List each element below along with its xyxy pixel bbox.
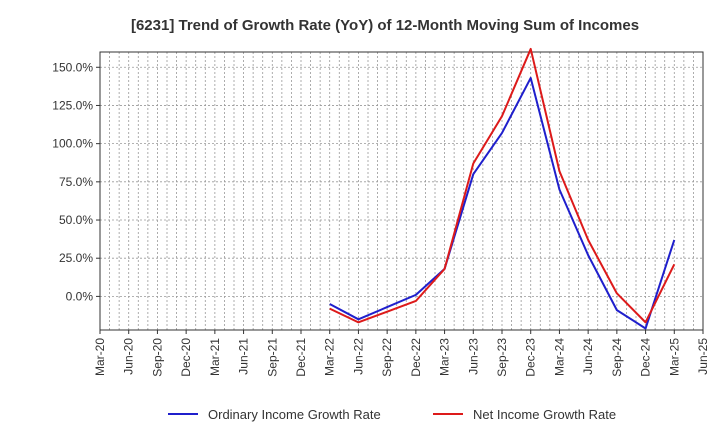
x-tick-label: Jun-24 [581,338,595,375]
x-tick-label: Mar-24 [552,338,566,376]
x-tick-label: Mar-21 [208,338,222,376]
x-tick-label: Mar-20 [93,338,107,376]
x-tick-label: Sep-23 [495,338,509,377]
x-tick-label: Dec-21 [294,338,308,377]
x-tick-label: Sep-22 [380,338,394,377]
x-tick-label: Dec-20 [179,338,193,377]
y-tick-label: 125.0% [52,98,93,112]
x-tick-label: Jun-21 [237,338,251,375]
y-tick-label: 25.0% [59,251,93,265]
x-tick-label: Dec-23 [524,338,538,377]
chart-title: [6231] Trend of Growth Rate (YoY) of 12-… [131,17,639,34]
x-tick-label: Sep-21 [265,338,279,377]
legend: Ordinary Income Growth Rate Net Income Gr… [168,407,616,422]
x-tick-label: Jun-23 [466,338,480,375]
x-tick-label: Jun-25 [696,338,710,375]
x-tick-label: Mar-22 [323,338,337,376]
x-tick-label: Jun-22 [351,338,365,375]
y-tick-label: 150.0% [52,60,93,74]
y-tick-label: 50.0% [59,213,93,227]
legend-label-net-income: Net Income Growth Rate [473,407,616,422]
x-tick-label: Dec-24 [639,338,653,377]
x-tick-label: Sep-20 [150,338,164,377]
x-tick-label: Jun-20 [122,338,136,375]
y-tick-label: 0.0% [66,289,94,303]
plot-area [99,51,704,331]
y-tick-label: 75.0% [59,175,93,189]
y-tick-label: 100.0% [52,137,93,151]
x-tick-label: Sep-24 [610,338,624,377]
y-axis: 0.0% 25.0% 50.0% 75.0% 100.0% 125.0% 150.0% [52,60,100,303]
series-lines [329,47,676,330]
grid [99,52,704,330]
x-axis: Mar-20 Jun-20 Sep-20 Dec-20 Mar-21 Jun-21 Sep-… [93,330,710,377]
x-tick-label: Mar-25 [667,338,681,376]
legend-label-ordinary-income: Ordinary Income Growth Rate [208,407,381,422]
series-line-ordinary-income [329,76,676,330]
x-tick-label: Dec-22 [409,338,423,377]
series-line-net-income [329,47,676,324]
x-tick-label: Mar-23 [438,338,452,376]
